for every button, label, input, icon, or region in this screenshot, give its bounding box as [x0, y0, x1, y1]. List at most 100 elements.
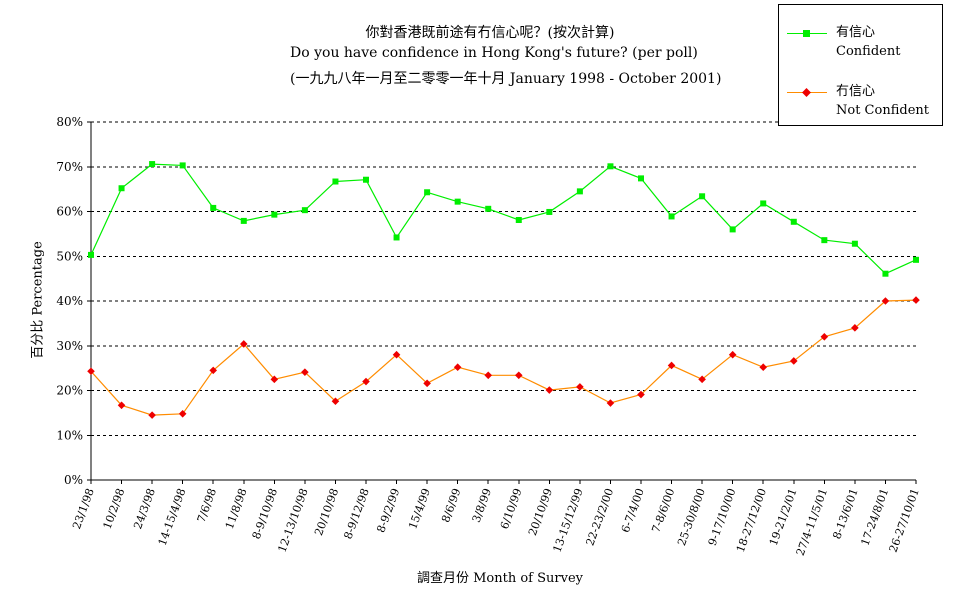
data-point-not-confident — [759, 363, 768, 372]
data-point-confident — [149, 161, 156, 168]
legend-item-confident: 有信心 Confident — [779, 23, 944, 59]
data-point-confident — [790, 218, 797, 225]
x-tick-label: 13-15/12/99 — [551, 487, 586, 555]
data-point-confident — [760, 200, 767, 207]
x-tick-label: 8-9/12/98 — [341, 487, 371, 541]
square-marker-icon — [803, 30, 810, 37]
y-tick-label: 60% — [56, 205, 83, 219]
data-point-confident — [210, 204, 217, 211]
data-point-not-confident — [239, 340, 248, 348]
x-tick-label: 8-9/2/99 — [374, 487, 402, 535]
data-point-confident — [88, 251, 94, 258]
x-tick-label: 9-17/10/00 — [706, 487, 739, 548]
y-tick-label: 40% — [56, 294, 83, 308]
series-confident — [88, 161, 919, 277]
data-point-not-confident — [453, 363, 462, 372]
data-point-not-confident — [331, 397, 340, 406]
x-tick-label: 10/2/98 — [101, 487, 128, 531]
x-tick-label: 25-30/8/00 — [675, 487, 708, 548]
y-tick-label: 0% — [64, 473, 83, 487]
x-tick-label: 22-23/2/00 — [583, 487, 616, 548]
y-tick-labels: 0% 10% 20% 30% 40% 50% 60% 70% 80% — [56, 115, 83, 487]
x-tick-label: 23/1/98 — [70, 487, 97, 531]
data-point-confident — [454, 198, 461, 205]
x-tick-label: 19-21/2/01 — [767, 487, 800, 548]
x-tick-label: 8-9/10/98 — [250, 487, 280, 541]
legend-label-confident: 有信心 Confident — [836, 23, 900, 61]
data-point-not-confident — [606, 399, 615, 407]
x-tick-label: 14-15/4/98 — [156, 487, 189, 548]
x-tick-label: 27/4-11/5/01 — [794, 487, 830, 558]
x-tick-label: 7/6/98 — [195, 487, 219, 525]
legend-label-not-confident: 冇信心 Not Confident — [836, 82, 929, 120]
data-point-not-confident — [148, 411, 156, 419]
series-line — [90, 299, 917, 416]
data-point-not-confident — [209, 366, 218, 375]
x-tick-label: 26-27/10/01 — [887, 487, 922, 555]
x-tick-label: 8-13/6/01 — [830, 487, 860, 541]
data-point-not-confident — [178, 409, 187, 418]
x-tick-label: 17-24/8/01 — [858, 487, 891, 548]
data-point-confident — [729, 226, 736, 233]
data-point-not-confident — [270, 375, 279, 384]
chart-title-zh: 你對香港既前途有冇信心呢？(按次計算) — [365, 25, 615, 41]
legend-swatch-not-confident — [787, 88, 827, 98]
x-tick-label: 3/8/99 — [470, 487, 494, 525]
data-point-not-confident — [117, 401, 126, 410]
y-tick-label: 70% — [56, 160, 83, 174]
legend-item-not-confident: 冇信心 Not Confident — [779, 82, 944, 118]
x-tick-label: 6/10/99 — [498, 487, 525, 531]
legend-swatch-confident — [787, 29, 827, 39]
x-tick-label: 11/8/98 — [223, 487, 250, 531]
x-tick-label: 24/3/98 — [131, 487, 158, 531]
legend-label-confident-en: Confident — [836, 44, 901, 59]
data-point-not-confident — [912, 296, 920, 304]
data-point-confident — [638, 175, 644, 182]
x-tick-label: 20/10/98 — [312, 487, 341, 538]
data-point-not-confident — [881, 297, 890, 305]
y-tick-label: 10% — [56, 428, 83, 442]
x-tick-label: 20/10/99 — [526, 487, 555, 538]
chart-title-range: (一九九八年一月至二零零一年十月 January 1998 - October … — [290, 71, 722, 87]
x-tick-label: 8/6/99 — [439, 487, 463, 525]
y-axis-label: 百分比 Percentage — [30, 241, 46, 359]
data-point-confident — [179, 162, 186, 169]
data-point-confident — [485, 205, 492, 212]
data-point-not-confident — [423, 379, 431, 388]
series — [87, 161, 920, 419]
data-point-not-confident — [362, 377, 370, 386]
data-point-confident — [668, 213, 675, 220]
data-point-confident — [821, 237, 828, 244]
data-point-confident — [851, 240, 858, 247]
series-not-confident — [87, 296, 920, 419]
legend-label-not-confident-zh: 冇信心 — [836, 84, 876, 99]
data-point-not-confident — [87, 367, 95, 376]
y-tick-label: 50% — [56, 249, 83, 263]
data-point-not-confident — [667, 361, 676, 370]
data-point-confident — [607, 163, 614, 170]
data-point-not-confident — [545, 386, 554, 394]
data-point-confident — [301, 207, 308, 214]
legend-label-not-confident-en: Not Confident — [836, 103, 929, 118]
data-point-not-confident — [851, 324, 859, 332]
data-point-confident — [424, 189, 431, 196]
x-axis-label: 調查月份 Month of Survey — [416, 571, 584, 586]
legend-label-confident-zh: 有信心 — [836, 25, 876, 40]
data-point-confident — [363, 176, 369, 183]
data-point-not-confident — [484, 371, 493, 380]
data-point-not-confident — [789, 357, 798, 365]
axes — [87, 121, 917, 484]
data-point-not-confident — [637, 390, 645, 399]
data-point-confident — [332, 178, 339, 185]
data-point-not-confident — [698, 375, 706, 384]
data-point-not-confident — [576, 383, 584, 391]
data-point-not-confident — [301, 368, 309, 376]
data-point-confident — [699, 193, 706, 200]
diamond-marker-icon — [802, 88, 811, 97]
x-tick-label: 6-7/4/00 — [619, 487, 647, 535]
data-point-not-confident — [820, 333, 829, 341]
data-point-confident — [882, 270, 889, 277]
gridlines — [91, 121, 916, 436]
data-point-confident — [271, 211, 278, 218]
